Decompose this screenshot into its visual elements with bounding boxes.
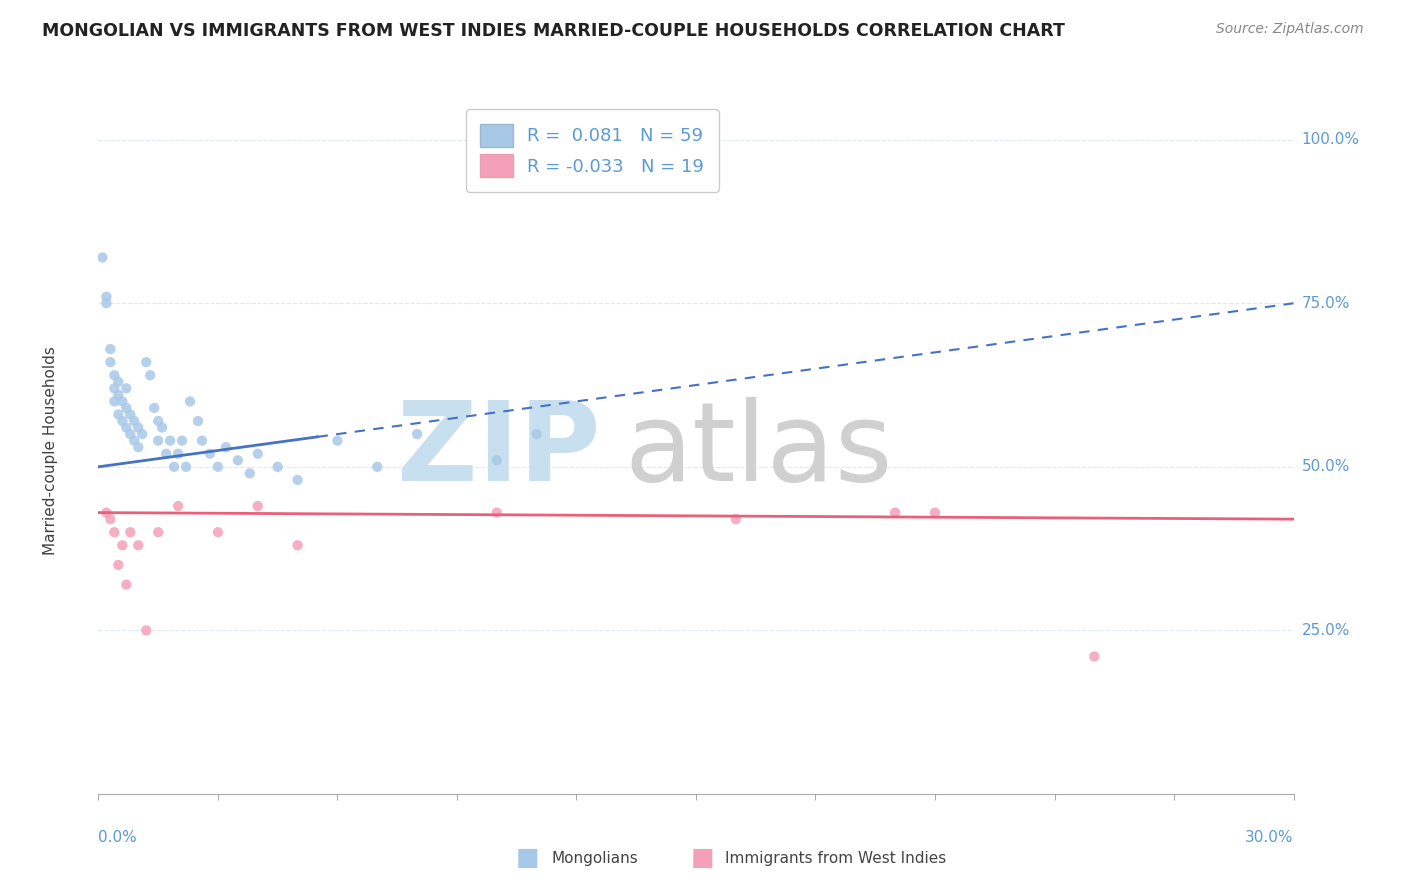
- Point: [167, 499, 190, 513]
- Point: [246, 447, 269, 461]
- Text: ■: ■: [692, 847, 714, 870]
- Point: [127, 420, 149, 434]
- Point: [98, 355, 122, 369]
- Point: [148, 434, 170, 448]
- Point: [135, 624, 157, 638]
- Text: 100.0%: 100.0%: [1302, 132, 1360, 147]
- Point: [172, 434, 194, 448]
- Point: [115, 577, 138, 591]
- Point: [724, 512, 747, 526]
- Point: [155, 447, 177, 461]
- Point: [884, 506, 907, 520]
- Point: [267, 459, 290, 474]
- Point: [115, 401, 138, 415]
- Point: [246, 499, 269, 513]
- Point: [239, 467, 262, 481]
- Point: [366, 459, 388, 474]
- Point: [107, 558, 129, 572]
- Point: [226, 453, 249, 467]
- Point: [148, 414, 170, 428]
- Point: [163, 459, 186, 474]
- Point: [111, 394, 134, 409]
- Text: Married-couple Households: Married-couple Households: [44, 346, 58, 555]
- Point: [150, 420, 173, 434]
- Point: [215, 440, 238, 454]
- Point: [103, 381, 125, 395]
- Point: [107, 388, 129, 402]
- Text: 0.0%: 0.0%: [98, 830, 138, 845]
- Text: MONGOLIAN VS IMMIGRANTS FROM WEST INDIES MARRIED-COUPLE HOUSEHOLDS CORRELATION C: MONGOLIAN VS IMMIGRANTS FROM WEST INDIES…: [42, 22, 1066, 40]
- Point: [107, 408, 129, 422]
- Text: 75.0%: 75.0%: [1302, 296, 1350, 310]
- Point: [120, 408, 142, 422]
- Point: [485, 506, 508, 520]
- Point: [115, 381, 138, 395]
- Point: [1083, 649, 1105, 664]
- Point: [406, 427, 429, 442]
- Text: 50.0%: 50.0%: [1302, 459, 1350, 475]
- Text: atlas: atlas: [624, 397, 893, 504]
- Text: ZIP: ZIP: [396, 397, 600, 504]
- Point: [287, 473, 309, 487]
- Point: [124, 414, 146, 428]
- Text: Source: ZipAtlas.com: Source: ZipAtlas.com: [1216, 22, 1364, 37]
- Point: [96, 296, 118, 310]
- Text: 30.0%: 30.0%: [1246, 830, 1294, 845]
- Legend: R =  0.081   N = 59, R = -0.033   N = 19: R = 0.081 N = 59, R = -0.033 N = 19: [465, 109, 718, 192]
- Point: [526, 427, 548, 442]
- Point: [326, 434, 349, 448]
- Point: [159, 434, 181, 448]
- Point: [115, 420, 138, 434]
- Point: [107, 375, 129, 389]
- Point: [96, 506, 118, 520]
- Point: [148, 525, 170, 540]
- Point: [924, 506, 946, 520]
- Text: Mongolians: Mongolians: [551, 851, 638, 865]
- Point: [207, 525, 229, 540]
- Point: [120, 525, 142, 540]
- Point: [187, 414, 209, 428]
- Point: [207, 459, 229, 474]
- Point: [127, 538, 149, 552]
- Point: [96, 290, 118, 304]
- Point: [135, 355, 157, 369]
- Point: [139, 368, 162, 383]
- Point: [103, 525, 125, 540]
- Point: [111, 538, 134, 552]
- Point: [179, 394, 201, 409]
- Point: [124, 434, 146, 448]
- Point: [111, 414, 134, 428]
- Point: [131, 427, 153, 442]
- Point: [120, 427, 142, 442]
- Point: [98, 342, 122, 356]
- Point: [485, 453, 508, 467]
- Point: [198, 447, 221, 461]
- Point: [191, 434, 214, 448]
- Point: [174, 459, 197, 474]
- Point: [127, 440, 149, 454]
- Point: [143, 401, 166, 415]
- Point: [91, 251, 114, 265]
- Point: [103, 368, 125, 383]
- Text: Immigrants from West Indies: Immigrants from West Indies: [725, 851, 946, 865]
- Text: 25.0%: 25.0%: [1302, 623, 1350, 638]
- Point: [167, 447, 190, 461]
- Point: [98, 512, 122, 526]
- Text: ■: ■: [516, 847, 538, 870]
- Point: [103, 394, 125, 409]
- Point: [287, 538, 309, 552]
